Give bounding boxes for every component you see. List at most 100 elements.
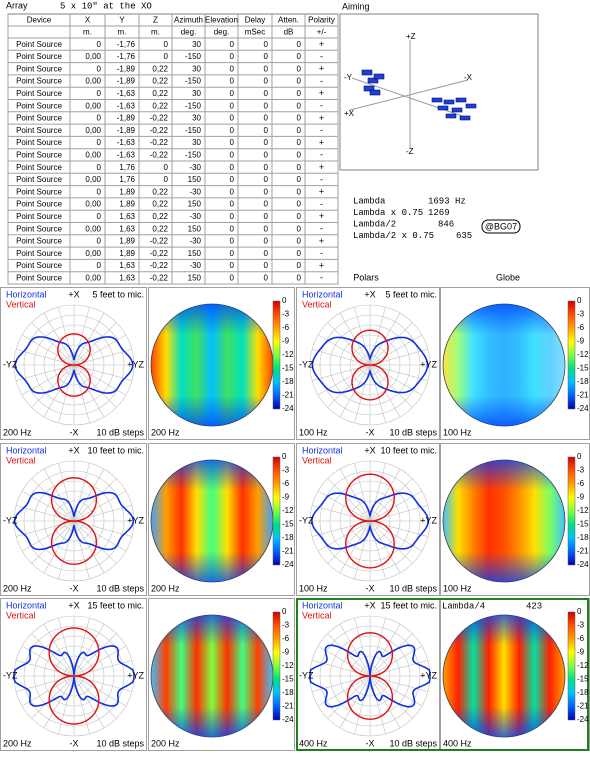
cell-polarity: - xyxy=(320,199,323,209)
globe-shade xyxy=(151,615,273,737)
cell-value: 30 xyxy=(192,138,201,147)
frequency-label: 100 Hz xyxy=(299,427,328,437)
colorbar-tick-label: -9 xyxy=(577,648,585,657)
cell-value: 0 xyxy=(264,249,269,258)
cell-device: Point Source xyxy=(16,77,62,86)
colorbar-tick-label: -3 xyxy=(577,621,585,630)
colorbar-tick-label: -3 xyxy=(282,466,290,475)
polar-axis-label: +X xyxy=(68,289,79,299)
speaker-icon xyxy=(443,99,455,105)
cell-value: 0,00 xyxy=(85,52,101,61)
aiming-label: Aiming xyxy=(342,1,370,11)
cell-value: 0 xyxy=(264,114,269,123)
colorbar-tick-label: -24 xyxy=(577,560,589,569)
cell-value: 0 xyxy=(230,138,235,147)
cell-device: Point Source xyxy=(16,224,62,233)
cell-value: 0,22 xyxy=(152,212,168,221)
colorbar-tick-label: -12 xyxy=(282,350,294,359)
globe-shade xyxy=(151,304,273,426)
cell-value: 0 xyxy=(297,200,302,209)
cell-value: 0 xyxy=(264,138,269,147)
vertical-curve xyxy=(345,473,395,569)
polar-axis-label: -YZ xyxy=(299,359,314,369)
colorbar-tick-label: 0 xyxy=(577,296,582,305)
cell-value: 1,63 xyxy=(119,261,135,270)
lambda-label: Lambda/2 xyxy=(353,219,396,229)
cell-device: Point Source xyxy=(16,175,62,184)
colorbar-tick-label: -15 xyxy=(577,364,589,373)
colorbar xyxy=(272,300,281,410)
cell-value: 0 xyxy=(264,212,269,221)
colorbar-tick-label: -3 xyxy=(577,310,585,319)
cell-value: -1,63 xyxy=(117,138,136,147)
polar-axis-label: +X xyxy=(364,600,375,610)
cell-value: 0 xyxy=(97,40,102,49)
colorbar-tick-label: -18 xyxy=(577,533,589,542)
colorbar-tick-label: -12 xyxy=(282,506,294,515)
cell-value: -1,76 xyxy=(117,52,136,61)
cell-device: Point Source xyxy=(16,89,62,98)
cell-value: 1,76 xyxy=(119,163,135,172)
cell-value: 150 xyxy=(188,200,202,209)
column-unit: mSec xyxy=(245,28,265,37)
cell-value: 1,63 xyxy=(119,224,135,233)
colorbar-tick-label: -12 xyxy=(282,661,294,670)
polar-axis-label: +YZ xyxy=(420,670,437,680)
cell-value: 1,89 xyxy=(119,237,135,246)
cell-value: -1,63 xyxy=(117,150,136,159)
cell-value: 0 xyxy=(297,150,302,159)
cell-value: 0 xyxy=(297,64,302,73)
speaker-icon xyxy=(431,97,443,103)
polar-axis-label: +X xyxy=(68,445,79,455)
polar-axis-label: -YZ xyxy=(3,359,18,369)
cell-polarity: - xyxy=(320,174,323,184)
colorbar-tick-label: -21 xyxy=(282,391,294,400)
colorbar xyxy=(567,456,576,566)
aiming-axis-label: -Z xyxy=(406,147,414,156)
colorbar-tick-label: -21 xyxy=(282,547,294,556)
legend-horizontal: Horizontal xyxy=(6,445,47,455)
lambda-value: 635 xyxy=(456,231,472,241)
colorbar-tick-label: -15 xyxy=(282,520,294,529)
cell-value: 0,22 xyxy=(152,77,168,86)
cell-value: -30 xyxy=(189,237,201,246)
cell-value: 0 xyxy=(297,89,302,98)
globe-frequency-label: 200 Hz xyxy=(151,427,180,437)
cell-value: 150 xyxy=(188,175,202,184)
cell-value: 0 xyxy=(97,261,102,270)
globe-frequency-label: 100 Hz xyxy=(443,427,472,437)
column-header: Polarity xyxy=(308,16,335,25)
legend-horizontal: Horizontal xyxy=(302,445,343,455)
cell-value: 0 xyxy=(97,138,102,147)
cell-value: -1,89 xyxy=(117,114,136,123)
vertical-curve xyxy=(57,333,91,397)
cell-device: Point Source xyxy=(16,138,62,147)
cell-device: Point Source xyxy=(16,273,62,282)
cell-value: 0 xyxy=(230,273,235,282)
cell-value: 1,89 xyxy=(119,249,135,258)
colorbar xyxy=(272,611,281,721)
polar-axis-label: -YZ xyxy=(3,670,18,680)
cell-value: 0 xyxy=(264,273,269,282)
frequency-label: 100 Hz xyxy=(299,583,328,593)
colorbar-tick-label: -12 xyxy=(577,350,589,359)
cell-value: 0 xyxy=(230,175,235,184)
cell-value: 0 xyxy=(230,224,235,233)
speaker-icon xyxy=(369,89,381,96)
cell-value: 0 xyxy=(164,40,169,49)
legend-vertical: Vertical xyxy=(6,299,36,309)
frequency-label: 200 Hz xyxy=(3,738,32,748)
lambda4-value: 423 xyxy=(526,601,542,611)
cell-value: 0 xyxy=(230,52,235,61)
colorbar-tick-label: -15 xyxy=(577,675,589,684)
colorbar-tick-label: 0 xyxy=(577,607,582,616)
lambda-label: Lambda xyxy=(353,196,386,206)
cell-value: 0 xyxy=(297,224,302,233)
legend-horizontal: Horizontal xyxy=(302,600,343,610)
cell-value: 0 xyxy=(264,224,269,233)
cell-value: 0 xyxy=(297,212,302,221)
cell-polarity: + xyxy=(319,64,324,74)
cell-value: 0,00 xyxy=(85,273,101,282)
cell-value: 0,22 xyxy=(152,187,168,196)
cell-polarity: - xyxy=(320,224,323,234)
